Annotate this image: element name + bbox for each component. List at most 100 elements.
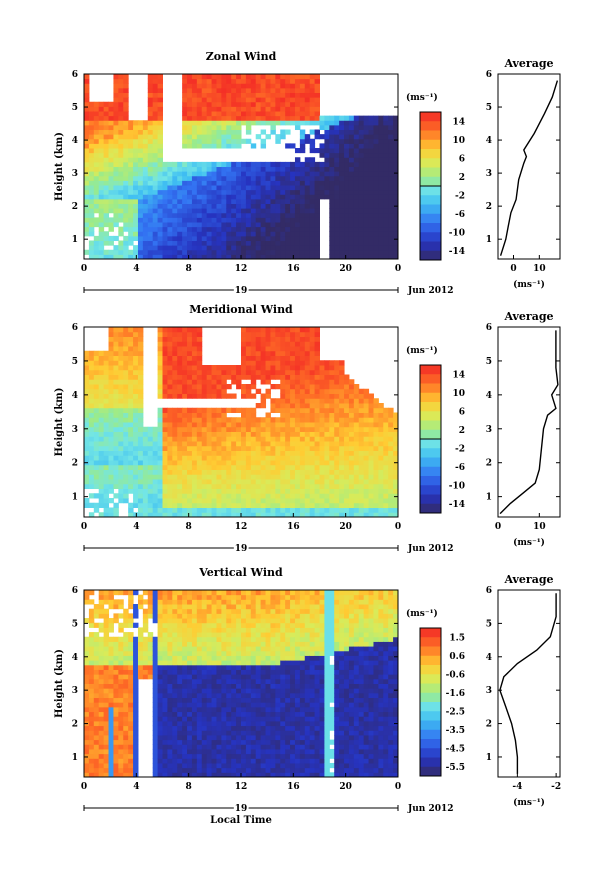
heatmap-cell bbox=[299, 488, 306, 494]
heatmap-cell bbox=[128, 748, 134, 755]
heatmap-cell bbox=[339, 217, 345, 223]
heatmap-cell bbox=[157, 460, 163, 466]
heatmap-cell bbox=[108, 101, 114, 107]
heatmap-cell bbox=[123, 254, 129, 260]
heatmap-cell bbox=[88, 231, 95, 237]
heatmap-cell bbox=[265, 507, 271, 513]
heatmap-cell bbox=[142, 488, 149, 494]
heatmap-cell bbox=[137, 198, 144, 205]
heatmap-cell bbox=[152, 464, 159, 470]
colorbar-tick-label: 6 bbox=[459, 407, 465, 417]
heatmap-cell bbox=[255, 101, 262, 107]
heatmap-cell bbox=[113, 669, 119, 675]
heatmap-cell bbox=[133, 426, 139, 432]
heatmap-cell bbox=[290, 488, 296, 494]
heatmap-cell bbox=[133, 702, 139, 708]
day-label: 19 bbox=[235, 544, 248, 554]
heatmap-cell bbox=[221, 235, 227, 242]
heatmap-cell bbox=[383, 185, 389, 191]
colorbar-swatch bbox=[420, 448, 441, 458]
heatmap-cell bbox=[250, 175, 257, 181]
heatmap-cell bbox=[123, 111, 129, 117]
heatmap-cell bbox=[142, 245, 149, 251]
heatmap-cell bbox=[211, 512, 217, 518]
heatmap-cell bbox=[142, 189, 149, 195]
heatmap-cell bbox=[88, 355, 95, 361]
heatmap-cell bbox=[211, 479, 217, 485]
heatmap-cell bbox=[344, 231, 350, 237]
heatmap-cell bbox=[196, 180, 203, 186]
heatmap-cell bbox=[363, 393, 370, 399]
heatmap-cell bbox=[128, 716, 134, 722]
heatmap-cell bbox=[299, 479, 306, 485]
heatmap-cell bbox=[319, 134, 325, 140]
heatmap-cell bbox=[191, 74, 198, 80]
heatmap-cell bbox=[167, 350, 173, 356]
heatmap-cell bbox=[93, 134, 100, 140]
heatmap-cell bbox=[260, 194, 267, 200]
heatmap-cell bbox=[98, 660, 105, 666]
heatmap-cell bbox=[206, 171, 213, 177]
heatmap-cell bbox=[191, 474, 198, 480]
heatmap-cell bbox=[216, 115, 222, 121]
heatmap-cell bbox=[393, 512, 399, 518]
heatmap-cell bbox=[290, 212, 296, 218]
heatmap-cell bbox=[133, 198, 139, 205]
heatmap-cell bbox=[250, 115, 257, 121]
heatmap-cell bbox=[280, 74, 286, 80]
heatmap-cell bbox=[88, 134, 95, 140]
colorbar-swatch bbox=[420, 383, 441, 394]
heatmap-cell bbox=[191, 166, 198, 172]
heatmap-cell bbox=[373, 483, 379, 489]
heatmap-cell bbox=[137, 336, 144, 342]
heatmap-cell bbox=[157, 692, 163, 699]
heatmap-cell bbox=[290, 254, 296, 260]
heatmap-cell bbox=[285, 507, 291, 513]
heatmap-cell bbox=[211, 249, 217, 255]
colorbar-swatch bbox=[420, 485, 441, 495]
heatmap-cell bbox=[304, 460, 311, 466]
heatmap-cell bbox=[108, 336, 114, 342]
heatmap-cell bbox=[137, 240, 144, 246]
heatmap-cell bbox=[84, 641, 90, 647]
heatmap-cell bbox=[388, 198, 394, 205]
heatmap-cell bbox=[324, 374, 330, 380]
heatmap-cell bbox=[118, 445, 124, 451]
heatmap-cell bbox=[231, 469, 237, 475]
colorbar-swatch bbox=[420, 213, 441, 224]
heatmap-cell bbox=[177, 464, 183, 470]
heatmap-cell bbox=[88, 450, 95, 456]
heatmap-cell bbox=[128, 412, 134, 418]
heatmap-cell bbox=[319, 512, 325, 518]
heatmap-cell bbox=[314, 208, 320, 214]
heatmap-cell bbox=[167, 436, 173, 442]
heatmap-cell bbox=[314, 450, 320, 456]
heatmap-cell bbox=[309, 407, 316, 413]
heatmap-cell bbox=[353, 212, 360, 218]
heatmap-cell bbox=[157, 646, 163, 652]
colorbar-swatch bbox=[420, 232, 441, 242]
heatmap-cell bbox=[339, 148, 345, 154]
heatmap-cell bbox=[368, 474, 374, 480]
heatmap-cell bbox=[216, 464, 222, 470]
heatmap-cell bbox=[245, 498, 252, 504]
heatmap-cell bbox=[358, 161, 365, 168]
heatmap-cell bbox=[299, 431, 306, 437]
heatmap-cell bbox=[196, 83, 203, 89]
profile-y-tick-label: 1 bbox=[486, 235, 492, 245]
heatmap-cell bbox=[299, 231, 306, 237]
heatmap-cell bbox=[88, 398, 95, 404]
heatmap-cell bbox=[221, 498, 227, 504]
heatmap-cell bbox=[211, 129, 217, 135]
heatmap-cell bbox=[93, 388, 100, 394]
heatmap-cell bbox=[88, 124, 95, 131]
heatmap-cell bbox=[373, 134, 379, 140]
heatmap-cell bbox=[260, 185, 267, 191]
heatmap-cell bbox=[368, 185, 374, 191]
heatmap-cell bbox=[206, 445, 213, 451]
heatmap-cell bbox=[334, 431, 340, 437]
heatmap-cell bbox=[103, 753, 110, 759]
heatmap-cell bbox=[123, 226, 129, 232]
heatmap-cell bbox=[221, 175, 227, 181]
heatmap-cell bbox=[309, 350, 316, 356]
